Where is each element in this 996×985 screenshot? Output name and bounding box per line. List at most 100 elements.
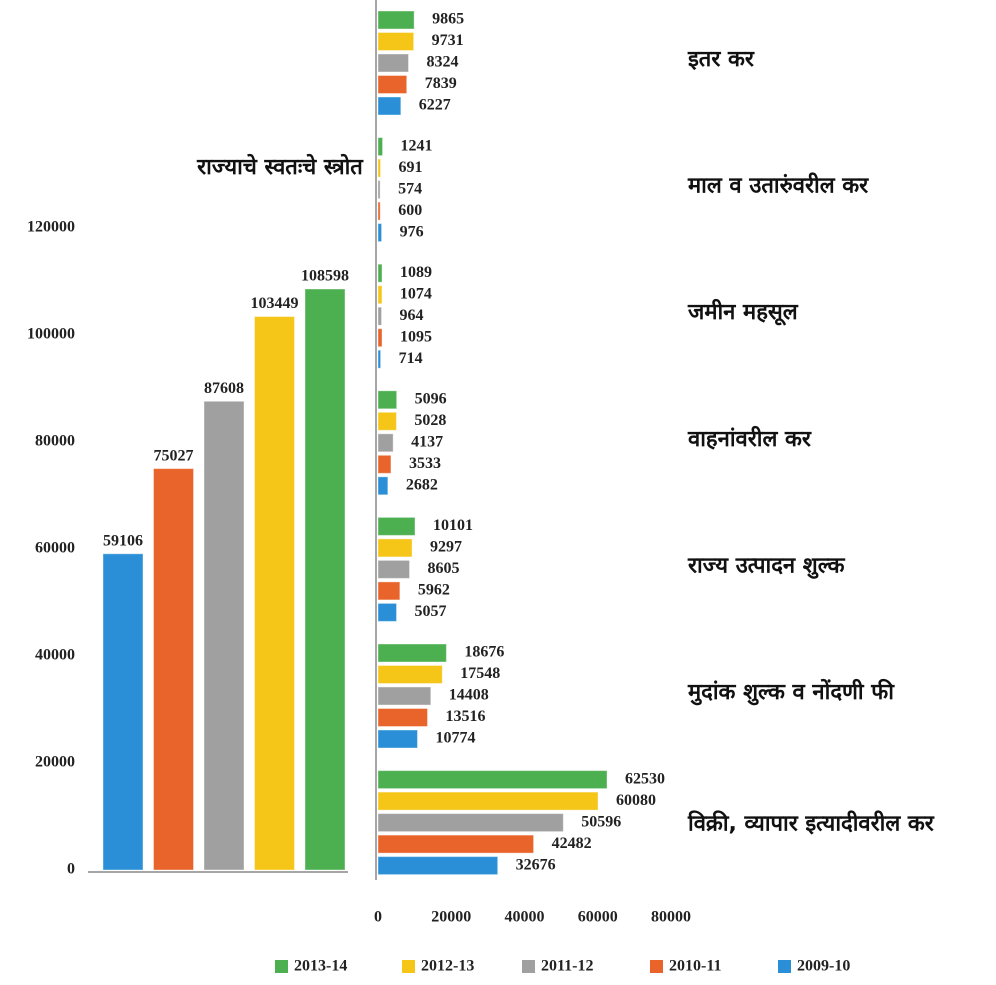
value-label: 17548 [460, 665, 500, 682]
bar [377, 433, 394, 453]
value-label: 1074 [400, 285, 432, 302]
bar [377, 516, 416, 536]
y-tick-label: 80000 [35, 433, 75, 450]
bar [377, 686, 432, 706]
bar [377, 306, 383, 326]
bar [377, 411, 397, 431]
bar [377, 96, 402, 116]
legend-label: 2009-10 [797, 958, 850, 975]
value-label: 42482 [552, 835, 592, 852]
value-label: 75027 [154, 447, 194, 464]
value-label: 1095 [400, 328, 432, 345]
bar [377, 476, 389, 496]
value-label: 5057 [415, 603, 447, 620]
bar [377, 75, 408, 94]
value-label: 8324 [426, 54, 458, 71]
value-label: 18676 [464, 644, 504, 661]
value-label: 3533 [409, 455, 441, 472]
bar [377, 201, 381, 221]
value-label: 5096 [415, 390, 447, 407]
category-label: विक्री, व्यापार इत्यादीवरील कर [687, 810, 935, 837]
bar [377, 10, 415, 30]
y-tick-label: 0 [67, 861, 75, 878]
value-label: 13516 [446, 708, 486, 725]
x-tick-label: 20000 [431, 909, 471, 926]
bar [377, 791, 599, 811]
bar [377, 223, 383, 243]
bar [377, 285, 383, 305]
category-label: राज्य उत्पादन शुल्क [687, 553, 846, 579]
value-label: 1089 [400, 264, 432, 281]
value-label: 32676 [516, 856, 556, 873]
bar [377, 729, 418, 749]
legend-label: 2013-14 [294, 958, 347, 975]
bar [377, 559, 411, 579]
bar [254, 316, 295, 871]
value-label: 62530 [625, 770, 665, 787]
legend-swatch [402, 960, 415, 973]
bar [377, 770, 608, 790]
bar [377, 602, 398, 622]
value-label: 87608 [204, 380, 244, 397]
bar [377, 834, 535, 854]
legend-label: 2012-13 [421, 958, 474, 975]
bar [377, 32, 415, 51]
legend-label: 2011-12 [541, 958, 593, 975]
category-label: मुदांक शुल्क व नोंदणी फी [687, 678, 895, 706]
value-label: 59106 [103, 532, 143, 549]
legend-swatch [275, 960, 288, 973]
chart-title: राज्याचे स्वतःचे स्त्रोत [196, 153, 364, 180]
value-label: 9731 [432, 32, 464, 49]
value-label: 14408 [449, 687, 489, 704]
bar [377, 328, 383, 348]
bar [377, 643, 447, 663]
category-label: माल व उतारुंवरील कर [687, 172, 869, 199]
bar [203, 400, 245, 871]
legend-swatch [650, 960, 663, 973]
y-tick-label: 60000 [35, 540, 75, 557]
value-label: 10774 [435, 730, 475, 747]
value-label: 7839 [425, 75, 457, 92]
value-label: 6227 [419, 97, 451, 114]
bar [377, 53, 409, 73]
bar [377, 708, 429, 727]
bar [377, 263, 383, 283]
value-label: 8605 [428, 560, 460, 577]
bar [377, 665, 443, 684]
category-label: इतर कर [687, 47, 755, 72]
bar [304, 288, 346, 871]
value-label: 964 [400, 307, 424, 324]
value-label: 600 [398, 202, 422, 219]
value-label: 5028 [414, 412, 446, 429]
value-label: 108598 [301, 268, 349, 285]
bar [377, 538, 413, 558]
bar [377, 813, 564, 833]
y-tick-label: 120000 [27, 219, 75, 236]
bar [377, 390, 398, 410]
legend-label: 2010-11 [669, 958, 721, 975]
category-label: जमीन महसूल [687, 298, 799, 326]
value-label: 691 [399, 159, 423, 176]
value-label: 4137 [411, 433, 443, 450]
bar [377, 349, 382, 369]
y-tick-label: 100000 [27, 326, 75, 343]
value-label: 9865 [432, 11, 464, 28]
value-label: 2682 [406, 476, 438, 493]
x-tick-label: 40000 [505, 909, 545, 926]
bar [102, 553, 144, 871]
bar [377, 581, 401, 601]
bar [377, 158, 382, 178]
value-label: 5962 [418, 582, 450, 599]
value-label: 60080 [616, 792, 656, 809]
value-label: 10101 [433, 517, 473, 534]
x-tick-label: 80000 [651, 909, 691, 926]
value-label: 50596 [581, 813, 621, 830]
value-label: 714 [399, 350, 423, 367]
value-label: 976 [400, 223, 424, 240]
legend-swatch [522, 960, 535, 973]
bar [153, 468, 194, 871]
y-tick-label: 20000 [35, 754, 75, 771]
x-tick-label: 0 [374, 909, 382, 926]
bar [377, 454, 392, 474]
value-label: 9297 [430, 539, 462, 556]
